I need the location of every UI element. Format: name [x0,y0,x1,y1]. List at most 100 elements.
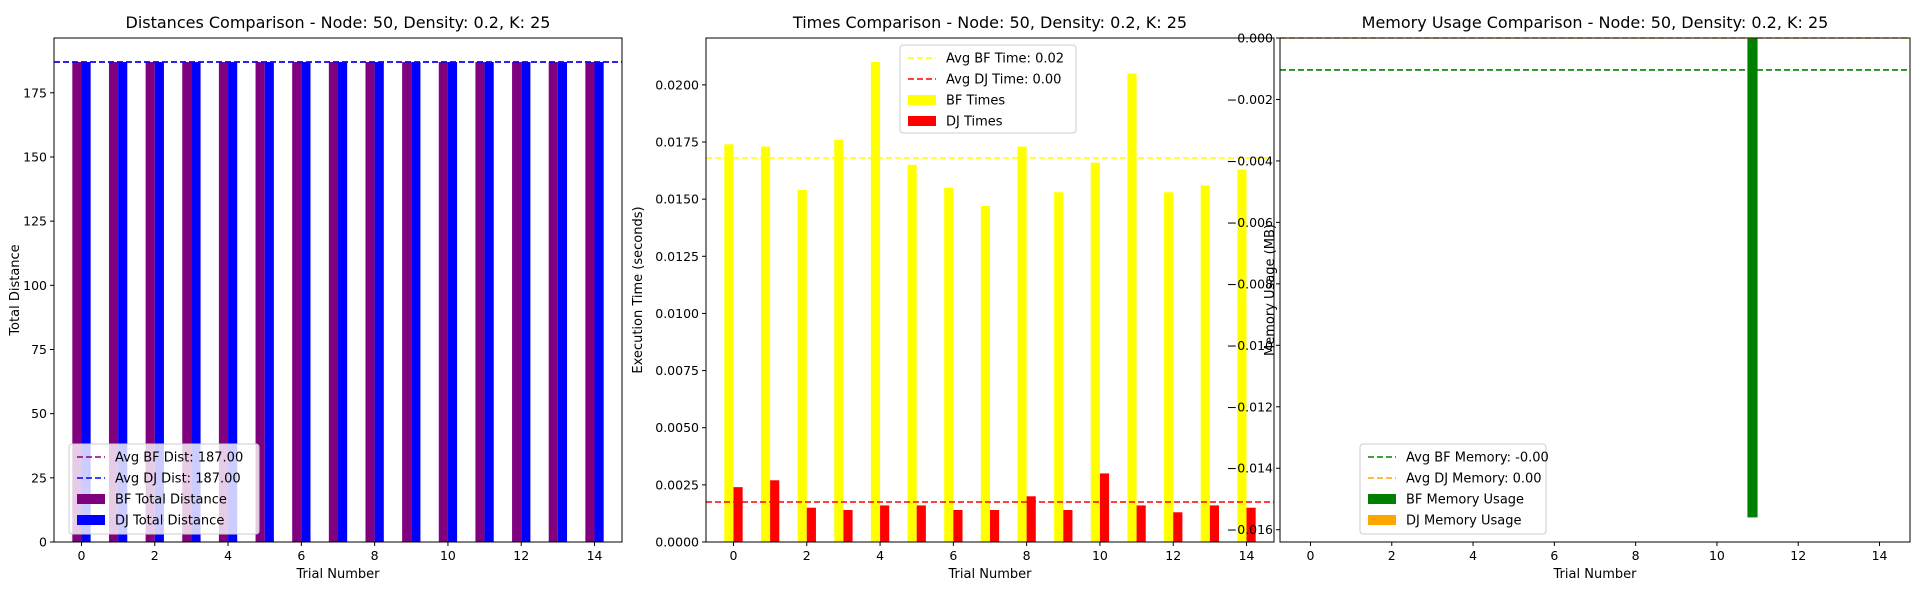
legend-label: Avg DJ Time: 0.00 [946,73,1061,88]
y-axis-label: Memory Usage (MB) [1263,224,1278,356]
bar [228,62,238,542]
bar [301,62,311,542]
y-axis-label: Execution Time (seconds) [631,206,646,373]
bar [475,62,485,542]
legend-box [68,443,260,535]
bar [218,62,229,542]
legend-patch-swatch [908,116,936,126]
bar [182,62,192,542]
x-tick-label: 2 [1388,548,1396,563]
bar [1200,185,1210,542]
bar [797,190,807,542]
y-tick-label: −0.010 [1227,338,1273,353]
series-1 [1747,38,1758,518]
bar [1747,38,1758,518]
bar [374,62,384,542]
bar [108,62,119,542]
bar [733,487,743,542]
bar [402,62,412,542]
chart-2: Times Comparison - Node: 50, Density: 0.… [631,13,1275,582]
bar [365,62,375,542]
series-1 [72,62,595,542]
x-tick-label: 14 [1872,548,1888,563]
y-tick-label: 0.000 [1237,31,1273,46]
y-tick-label: −0.006 [1227,215,1273,230]
bar [548,62,558,542]
legend-patch-swatch [908,95,936,105]
legend-label: Avg BF Memory: -0.00 [1406,451,1549,466]
bar [1026,496,1036,542]
bar [760,146,771,543]
legend-patch-swatch [1368,494,1396,504]
axes-frame [705,37,1275,543]
bar [944,187,954,542]
x-tick-label: 2 [803,548,811,563]
bar [724,144,734,543]
y-tick-label: −0.014 [1227,461,1273,476]
bar [594,62,604,542]
legend-box [1359,443,1547,535]
bar [916,505,926,542]
bar [411,62,421,542]
bar [521,62,531,542]
x-tick-label: 10 [440,548,456,563]
x-tick-label: 12 [513,548,529,563]
y-tick-label: 0.0050 [655,420,699,435]
bar [1164,192,1174,543]
x-tick-label: 14 [1239,548,1255,563]
bar [1246,507,1256,542]
x-tick-label: 2 [151,548,159,563]
legend-label: BF Memory Usage [1406,493,1524,508]
legend-label: Avg DJ Memory: 0.00 [1406,472,1542,487]
y-axis-label: Total Distance [8,244,23,336]
y-tick-label: 175 [23,85,47,100]
bar [1136,505,1146,542]
bar [1127,73,1137,542]
x-tick-label: 6 [1550,548,1558,563]
x-tick-label: 6 [297,548,305,563]
chart-title: Distances Comparison - Node: 50, Density… [126,13,551,32]
bar [1209,505,1220,542]
y-tick-label: −0.012 [1227,399,1273,414]
x-tick-label: 12 [1165,548,1181,563]
bar [806,507,816,542]
legend-label: Avg BF Dist: 187.00 [115,451,243,466]
series-2 [733,473,1256,542]
y-tick-label: 0.0075 [655,363,699,378]
x-tick-label: 14 [587,548,603,563]
bar [145,62,155,542]
x-tick-label: 8 [1023,548,1031,563]
x-axis-label: Trial Number [948,567,1033,582]
bar [447,62,458,542]
y-tick-label: 100 [23,278,47,293]
bar [1090,162,1100,543]
legend-patch-swatch [77,515,105,525]
x-tick-label: 8 [1632,548,1640,563]
bar [1017,146,1027,543]
bar [255,62,265,542]
bar [484,62,494,542]
bar [843,510,853,542]
chart-1: Distances Comparison - Node: 50, Density… [8,13,623,582]
x-axis-label: Trial Number [1553,567,1638,582]
legend-label: BF Times [946,94,1005,109]
y-tick-label: 0.0025 [655,477,699,492]
bar [1099,473,1110,542]
y-tick-label: −0.008 [1227,276,1273,291]
y-tick-label: 25 [31,470,47,485]
x-tick-label: 10 [1092,548,1108,563]
bar [870,62,881,542]
y-tick-label: −0.002 [1227,92,1273,107]
bar [557,62,568,542]
bar [770,480,780,542]
bar [118,62,128,542]
x-tick-label: 8 [371,548,379,563]
x-tick-label: 10 [1709,548,1725,563]
x-tick-label: 0 [730,548,738,563]
bar [834,139,844,542]
bar [990,510,1000,542]
bar [512,62,522,542]
legend-label: Avg BF Time: 0.02 [946,52,1064,67]
bar [438,62,448,542]
